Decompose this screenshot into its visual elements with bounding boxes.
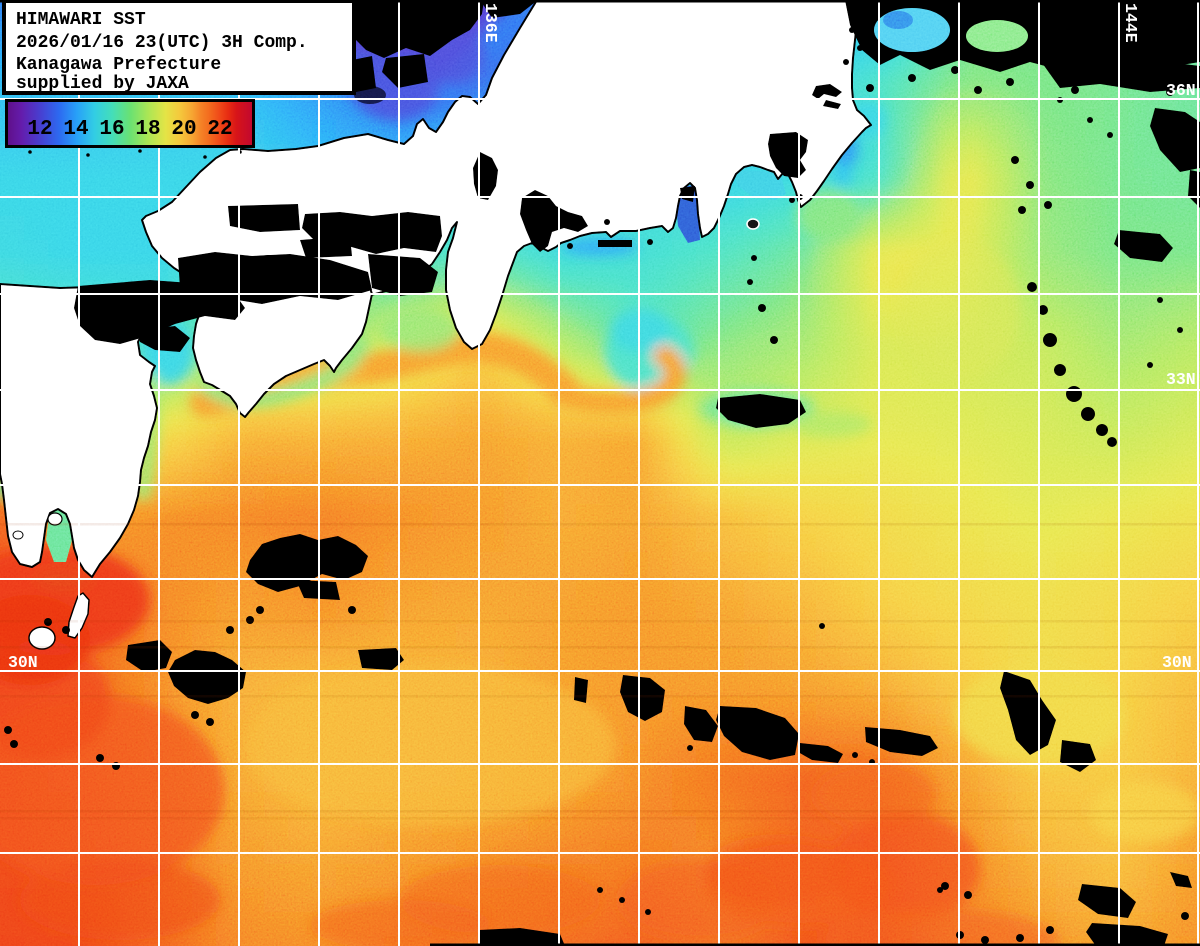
svg-text:22: 22 bbox=[207, 118, 232, 141]
svg-text:2026/01/16 23(UTC) 3H Comp.: 2026/01/16 23(UTC) 3H Comp. bbox=[16, 33, 308, 53]
svg-text:20: 20 bbox=[171, 118, 196, 141]
svg-text:33N: 33N bbox=[1166, 370, 1196, 389]
svg-text:30N: 30N bbox=[1162, 653, 1192, 672]
svg-text:12: 12 bbox=[27, 118, 52, 141]
svg-text:18: 18 bbox=[135, 118, 160, 141]
svg-text:144E: 144E bbox=[1121, 3, 1140, 43]
svg-text:HIMAWARI SST: HIMAWARI SST bbox=[16, 10, 146, 30]
svg-text:136E: 136E bbox=[481, 3, 500, 43]
svg-text:16: 16 bbox=[99, 118, 124, 141]
svg-text:36N: 36N bbox=[1166, 81, 1196, 100]
svg-text:supplied by JAXA: supplied by JAXA bbox=[16, 74, 189, 94]
svg-text:30N: 30N bbox=[8, 653, 38, 672]
svg-text:Kanagawa Prefecture: Kanagawa Prefecture bbox=[16, 55, 221, 75]
svg-text:14: 14 bbox=[63, 118, 88, 141]
svg-text:33N: 33N bbox=[8, 374, 38, 393]
